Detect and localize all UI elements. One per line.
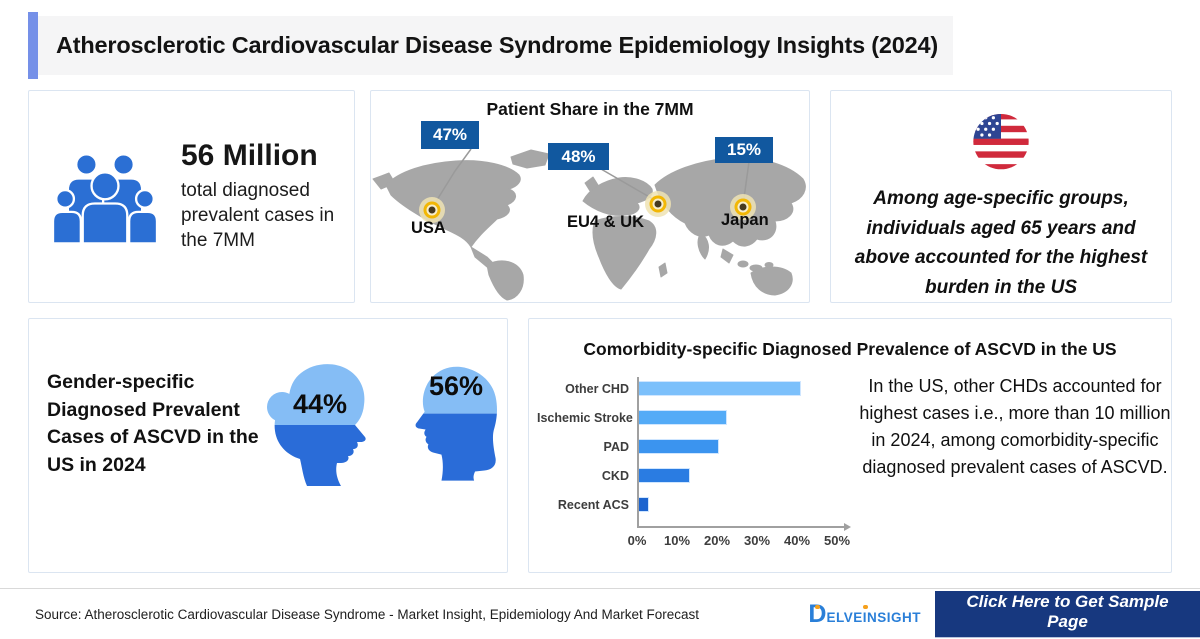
logo-orange-dot-icon bbox=[863, 604, 868, 609]
bar-track bbox=[637, 381, 842, 396]
x-axis-tick: 30% bbox=[743, 533, 771, 548]
bar bbox=[637, 410, 728, 425]
x-axis-arrow-icon bbox=[844, 522, 851, 531]
japan-label: Japan bbox=[721, 211, 769, 229]
total-cases-card: 56 Million total diagnosed prevalent cas… bbox=[28, 90, 355, 303]
get-sample-page-button[interactable]: Click Here to Get Sample Page bbox=[935, 591, 1200, 638]
comorbidity-bar-chart: Other CHD Ischemic Stroke PAD CKD Recent ACS… bbox=[537, 377, 857, 548]
bar-row: Other CHD bbox=[537, 381, 857, 396]
map-pin-eu bbox=[645, 191, 671, 217]
age-insight-text: Among age-specific groups, individuals a… bbox=[854, 188, 1148, 298]
bar-rows: Other CHD Ischemic Stroke PAD CKD Recent ACS bbox=[537, 381, 857, 512]
title-accent-bar bbox=[28, 12, 38, 79]
bar-category-label: PAD bbox=[603, 439, 629, 454]
footer: Source: Atherosclerotic Cardiovascular D… bbox=[0, 588, 1200, 639]
us-flag-icon bbox=[973, 113, 1029, 170]
male-share-value: 56% bbox=[429, 371, 484, 401]
x-axis-tick: 50% bbox=[823, 533, 851, 548]
total-cases-stat: 56 Million bbox=[181, 139, 318, 173]
x-axis-tick: 10% bbox=[663, 533, 691, 548]
bar-track bbox=[637, 497, 842, 512]
y-axis-line bbox=[637, 377, 639, 527]
bar-category-label: Recent ACS bbox=[557, 497, 629, 512]
age-insight-card: Among age-specific groups, individuals a… bbox=[830, 90, 1172, 303]
map-pin-usa bbox=[419, 197, 445, 223]
source-text: Source: Atherosclerotic Cardiovascular D… bbox=[35, 606, 700, 622]
page-title: Atherosclerotic Cardiovascular Disease S… bbox=[56, 32, 939, 58]
bar-row: CKD bbox=[537, 468, 857, 483]
x-axis-tick: 0% bbox=[627, 533, 647, 548]
bar-category-label: Other CHD bbox=[565, 381, 629, 396]
gender-title: Gender-specific Diagnosed Prevalent Case… bbox=[47, 371, 259, 477]
comorbidity-card: Comorbidity-specific Diagnosed Prevalenc… bbox=[528, 318, 1172, 573]
title-bar: Atherosclerotic Cardiovascular Disease S… bbox=[28, 12, 953, 79]
female-share-value: 44% bbox=[293, 389, 348, 419]
gender-card: Gender-specific Diagnosed Prevalent Case… bbox=[28, 318, 508, 573]
male-head-icon bbox=[415, 366, 497, 481]
chart-title: Comorbidity-specific Diagnosed Prevalenc… bbox=[583, 339, 1117, 359]
eu-label: EU4 & UK bbox=[567, 213, 645, 231]
get-sample-page-label: Click Here to Get Sample Page bbox=[935, 592, 1200, 638]
bar-track bbox=[637, 410, 842, 425]
x-axis-tick: 20% bbox=[703, 533, 731, 548]
map-pin-japan bbox=[730, 194, 756, 220]
x-axis-ticks: 0% 10% 20% 30% 40% 50% bbox=[628, 533, 850, 549]
total-cases-description: total diagnosed prevalent cases in the 7… bbox=[181, 180, 335, 251]
female-head-icon bbox=[267, 364, 366, 486]
world-map bbox=[372, 148, 806, 301]
logo-orange-dot-icon bbox=[815, 604, 820, 609]
usa-label: USA bbox=[411, 219, 446, 237]
bar-row: PAD bbox=[537, 439, 857, 454]
bar-row: Recent ACS bbox=[537, 497, 857, 512]
map-title: Patient Share in the 7MM bbox=[486, 99, 694, 119]
people-group-icon bbox=[53, 152, 157, 244]
bar bbox=[637, 497, 650, 512]
bar bbox=[637, 468, 691, 483]
x-axis-tick: 40% bbox=[783, 533, 811, 548]
bar-category-label: Ischemic Stroke bbox=[537, 410, 633, 425]
bar-track bbox=[637, 468, 842, 483]
japan-share-callout: 15% bbox=[715, 137, 773, 163]
x-axis-line bbox=[637, 522, 851, 531]
eu-share-callout: 48% bbox=[548, 143, 609, 170]
usa-share-callout: 47% bbox=[421, 121, 479, 149]
delveinsight-logo: D ELVEI NSIGHT bbox=[808, 599, 921, 628]
bar-row: Ischemic Stroke bbox=[537, 410, 857, 425]
comorbidity-note: In the US, other CHDs accounted for high… bbox=[859, 376, 1171, 477]
bar bbox=[637, 381, 801, 396]
bar-track bbox=[637, 439, 842, 454]
patient-share-card: Patient Share in the 7MM bbox=[370, 90, 810, 303]
bar bbox=[637, 439, 719, 454]
bar-category-label: CKD bbox=[601, 468, 629, 483]
